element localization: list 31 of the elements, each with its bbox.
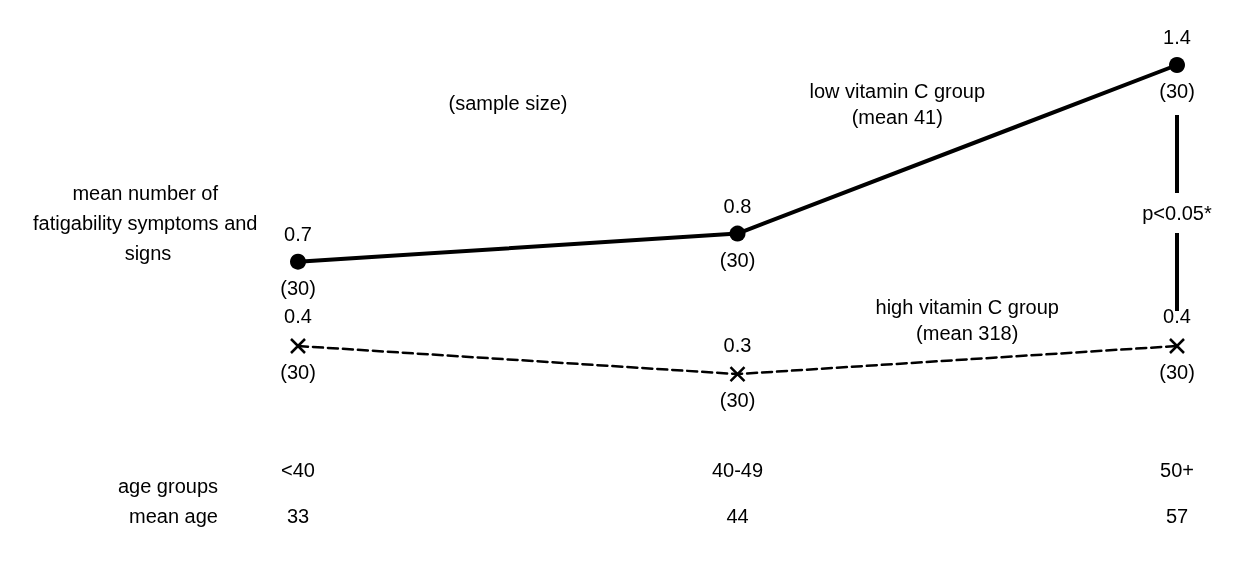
data-label: 0.3 bbox=[723, 333, 752, 356]
series-label: high vitamin C group (mean 318) bbox=[875, 296, 1059, 345]
annotation: (30) bbox=[719, 248, 756, 271]
annotation: (30) bbox=[280, 276, 316, 299]
x-tick-label: 50+ bbox=[1160, 459, 1194, 481]
point bbox=[729, 225, 746, 242]
x-tick-label: <40 bbox=[281, 459, 315, 481]
data-label: 0.8 bbox=[723, 194, 752, 217]
annotation: (sample size) bbox=[448, 92, 568, 114]
point bbox=[290, 253, 306, 270]
text: 57 bbox=[1165, 505, 1189, 527]
data-label: 1.4 bbox=[1163, 26, 1191, 48]
point bbox=[1168, 337, 1186, 355]
annotation: (30) bbox=[719, 389, 756, 412]
data-label: 0.4 bbox=[284, 305, 312, 328]
point bbox=[289, 337, 307, 355]
x-axis-title: age groups bbox=[117, 475, 218, 497]
data-label: 0.4 bbox=[1163, 305, 1191, 328]
annotation: (30) bbox=[1159, 360, 1195, 383]
text: 44 bbox=[726, 505, 749, 527]
annotation: p<0.05* bbox=[1142, 202, 1212, 224]
point bbox=[729, 365, 746, 383]
y-axis-title: mean number of fatigability symptoms and signs bbox=[32, 182, 264, 264]
data-label: 0.7 bbox=[284, 222, 312, 245]
text: 33 bbox=[286, 505, 310, 527]
series-label: low vitamin C group (mean 41) bbox=[809, 80, 986, 129]
point bbox=[1169, 57, 1185, 73]
annotation: (30) bbox=[280, 360, 316, 383]
annotation: (30) bbox=[1159, 80, 1195, 102]
x-tick-label: 40-49 bbox=[711, 459, 764, 481]
text: mean age bbox=[129, 505, 218, 527]
